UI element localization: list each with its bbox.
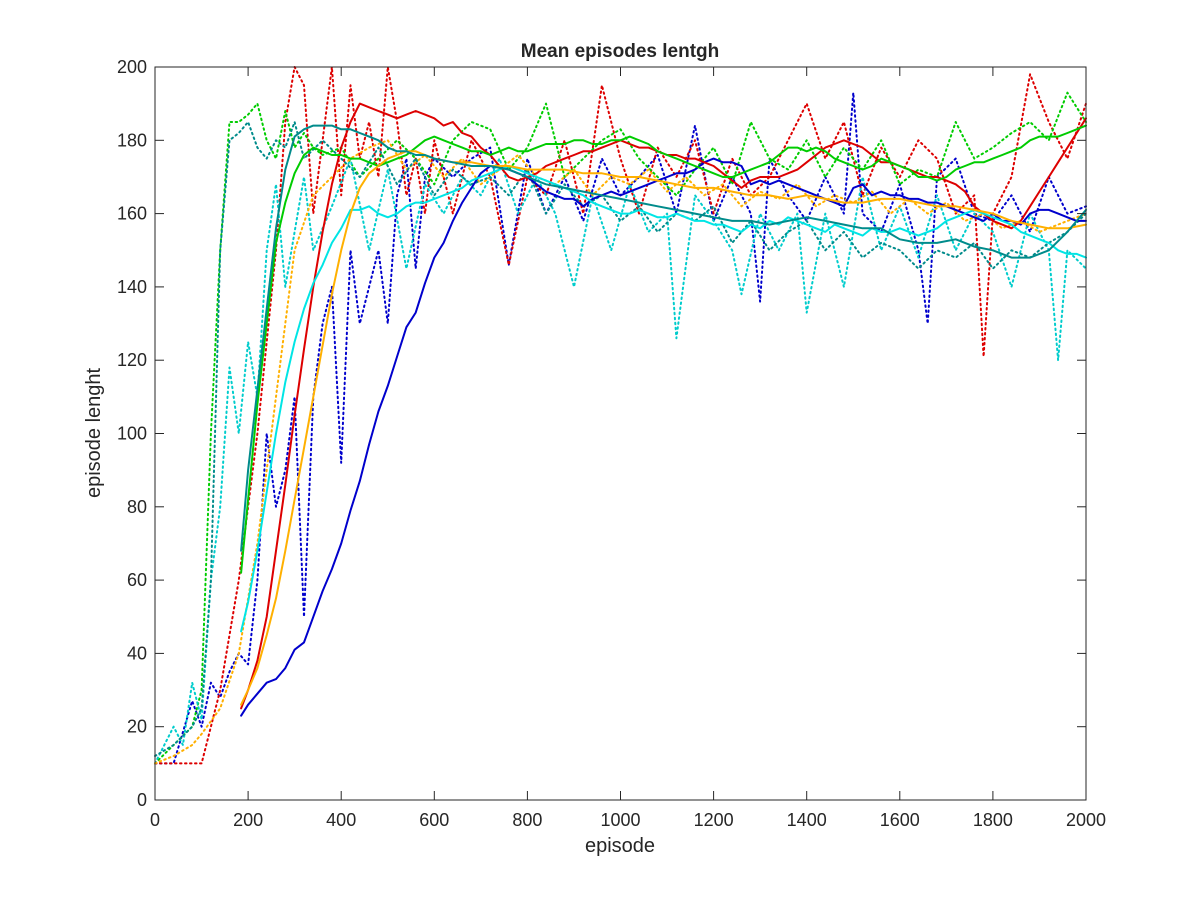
y-tick-label: 120 bbox=[117, 350, 147, 370]
y-tick-label: 20 bbox=[127, 717, 147, 737]
x-tick-label: 0 bbox=[150, 810, 160, 830]
x-tick-label: 1200 bbox=[694, 810, 734, 830]
mean-series-line-9 bbox=[240, 165, 1087, 633]
x-tick-label: 1400 bbox=[787, 810, 827, 830]
y-tick-label: 140 bbox=[117, 277, 147, 297]
x-tick-label: 1800 bbox=[973, 810, 1013, 830]
y-tick-label: 60 bbox=[127, 570, 147, 590]
x-tick-label: 800 bbox=[512, 810, 542, 830]
x-axis-label: episode bbox=[585, 835, 655, 857]
x-tick-label: 1000 bbox=[600, 810, 640, 830]
x-tick-label: 2000 bbox=[1066, 810, 1106, 830]
tick-layer: 0 200 400 600 800 1000 1200 1400 1600 1800 2000 0 20… bbox=[117, 57, 1106, 830]
y-tick-label: 160 bbox=[117, 204, 147, 224]
series-layer bbox=[154, 66, 1087, 765]
raw-series-line-2 bbox=[154, 91, 1087, 765]
mean-series-line-10 bbox=[240, 150, 1087, 706]
y-tick-label: 180 bbox=[117, 130, 147, 150]
y-tick-label: 100 bbox=[117, 424, 147, 444]
x-tick-label: 1600 bbox=[880, 810, 920, 830]
raw-series-line-5 bbox=[154, 121, 1087, 757]
y-tick-label: 0 bbox=[137, 790, 147, 810]
y-tick-label: 40 bbox=[127, 643, 147, 663]
x-tick-label: 400 bbox=[326, 810, 356, 830]
y-axis-label: episode lenght bbox=[83, 368, 105, 499]
x-tick-label: 600 bbox=[419, 810, 449, 830]
raw-series-line-0 bbox=[154, 91, 1087, 765]
plot-area bbox=[155, 67, 1086, 800]
y-tick-label: 200 bbox=[117, 57, 147, 77]
chart-title: Mean episodes lentgh bbox=[521, 41, 719, 62]
x-tick-label: 200 bbox=[233, 810, 263, 830]
y-tick-label: 80 bbox=[127, 497, 147, 517]
mean-series-line-11 bbox=[240, 124, 1087, 552]
raw-series-line-4 bbox=[154, 139, 1087, 765]
